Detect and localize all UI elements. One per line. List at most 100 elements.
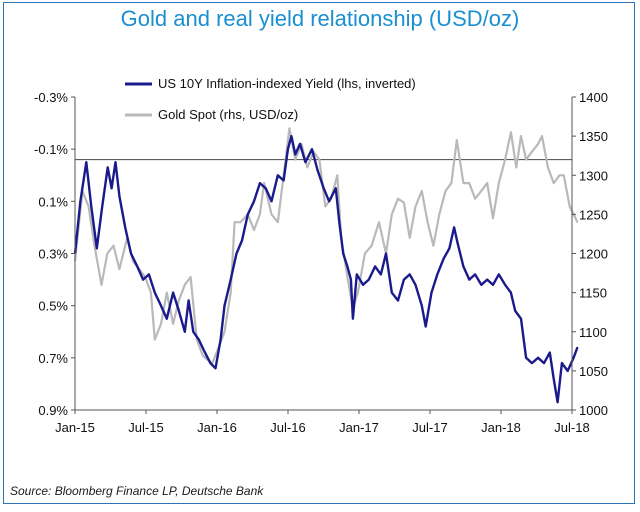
gold-point [100, 284, 103, 286]
yield-point [397, 299, 399, 302]
yield-point [198, 339, 200, 341]
yield-point [380, 273, 382, 275]
gold-point [230, 292, 232, 294]
yield-point [96, 247, 98, 249]
gold-point [106, 252, 108, 255]
right-tick-label: 1350 [579, 129, 608, 144]
yield-point [304, 161, 306, 163]
yield-point [374, 265, 376, 268]
x-tick-label: Jan-18 [481, 420, 521, 435]
gold-point [88, 205, 90, 208]
yield-point [192, 331, 194, 333]
gold-point [504, 159, 506, 161]
yield-point [492, 284, 494, 286]
right-tick-label: 1100 [579, 325, 607, 340]
yield-point [553, 378, 555, 380]
gold-point [364, 252, 366, 255]
gold-point [346, 276, 348, 278]
yield-point [223, 305, 226, 307]
gold-point [547, 166, 549, 168]
x-tick-label: Jan-16 [197, 420, 237, 435]
yield-point [385, 252, 387, 255]
yield-point [425, 325, 427, 328]
right-tick-label: 1200 [579, 247, 608, 262]
yield-point [368, 279, 370, 281]
x-tick-label: Jul-17 [412, 420, 447, 435]
legend: US 10Y Inflation-indexed Yield (lhs, inv… [125, 76, 416, 122]
gold-point [569, 205, 571, 208]
gold-point [196, 339, 198, 341]
gold-point [474, 198, 476, 200]
gold-point [462, 182, 464, 184]
gold-point [172, 323, 174, 325]
yield-series-line [73, 134, 579, 404]
yield-point [573, 357, 575, 359]
gold-point [93, 245, 96, 247]
yield-point [160, 305, 162, 307]
gold-point [223, 331, 226, 333]
gold-point [324, 205, 326, 208]
yield-point [241, 239, 243, 242]
gold-point [531, 151, 533, 153]
yield-point [130, 252, 132, 255]
gold-point [397, 198, 399, 200]
gold-point [166, 292, 168, 294]
yield-point [136, 265, 138, 268]
gold-point [576, 221, 579, 223]
gold-point [357, 292, 359, 294]
legend-label-yield: US 10Y Inflation-indexed Yield (lhs, inv… [158, 76, 416, 91]
yield-point [346, 265, 348, 268]
yield-point [430, 292, 433, 294]
gold-point [239, 221, 241, 223]
yield-point [462, 265, 464, 268]
gold-point [190, 276, 192, 278]
left-tick-label: 0.9% [38, 403, 68, 418]
gold-point [541, 135, 543, 137]
yield-point [391, 292, 393, 294]
yield-point [166, 318, 168, 320]
gold-series-line [73, 127, 579, 365]
chart-frame [3, 2, 635, 504]
gold-point [270, 213, 273, 215]
gold-point [306, 166, 308, 168]
x-tick-label: Jul-15 [128, 420, 163, 435]
gold-point [202, 354, 204, 356]
gold-point [427, 221, 429, 223]
yield-point [294, 153, 296, 155]
gold-point [520, 135, 522, 137]
gold-point [553, 182, 555, 184]
yield-point [230, 279, 232, 281]
yield-point [510, 292, 512, 294]
yield-point [514, 310, 516, 312]
gold-point [421, 190, 423, 192]
yield-point [403, 279, 405, 281]
gold-point [150, 292, 152, 294]
yield-point [247, 213, 249, 215]
gold-point [498, 182, 500, 184]
gold-point [432, 245, 434, 247]
left-tick-label: 0.5% [38, 299, 68, 314]
gold-point [486, 182, 488, 184]
x-tick-label: Jan-17 [339, 420, 379, 435]
gold-point [132, 260, 134, 262]
yield-point [525, 357, 527, 359]
yield-point [184, 331, 186, 333]
gold-point [184, 284, 186, 286]
yield-point [414, 284, 417, 286]
gold-point [450, 182, 452, 184]
right-tick-label: 1400 [579, 90, 608, 105]
yield-point [436, 273, 438, 275]
gold-series-layer [73, 127, 579, 365]
yield-point [311, 148, 313, 150]
gold-point [336, 174, 338, 176]
yield-point [557, 401, 559, 403]
yield-point [142, 279, 144, 281]
right-tick-label: 1000 [579, 403, 608, 418]
yield-point [114, 161, 117, 163]
gold-point [525, 159, 527, 161]
right-tick-label: 1050 [579, 364, 608, 379]
gold-point [558, 174, 561, 176]
yield-point [172, 292, 174, 294]
yield-point [79, 200, 81, 202]
